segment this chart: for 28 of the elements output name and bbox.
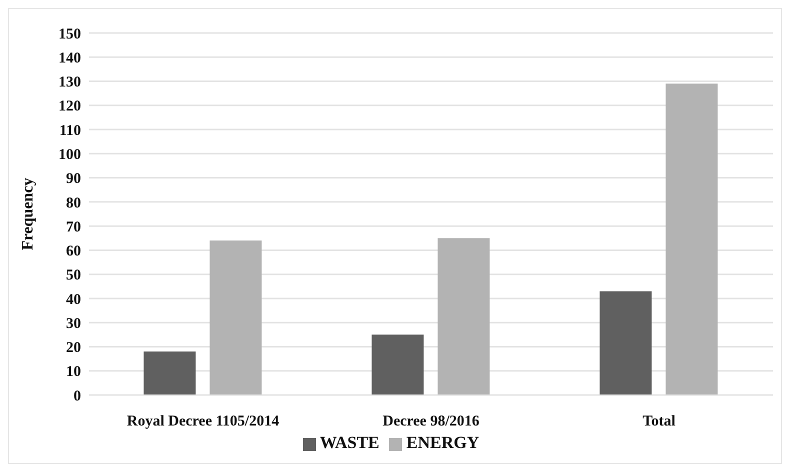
y-axis-title: Frequency [20, 178, 37, 250]
y-tick-label: 80 [66, 195, 81, 212]
y-tick-label: 100 [58, 146, 81, 163]
y-tick-label: 10 [66, 364, 81, 380]
y-tick-label: 140 [58, 50, 81, 66]
y-tick-label: 110 [59, 122, 81, 139]
y-tick-label: 150 [58, 26, 81, 42]
x-tick-label: Decree 98/2016 [382, 414, 480, 430]
y-tick-label: 30 [66, 316, 81, 332]
bar [372, 334, 424, 395]
bar [210, 240, 262, 395]
x-tick-label: Total [642, 414, 676, 430]
y-tick-label: 90 [66, 171, 81, 188]
bar [666, 84, 718, 395]
y-tick-label: 40 [66, 292, 81, 308]
y-tick-label: 60 [66, 244, 81, 260]
bar [144, 352, 196, 395]
y-tick-label: 20 [66, 340, 81, 356]
y-tick-label: 70 [66, 219, 81, 236]
bar [600, 291, 652, 395]
y-tick-label: 120 [58, 98, 81, 115]
y-tick-label: 50 [66, 268, 81, 284]
y-tick-label: 130 [58, 74, 81, 91]
y-tick-label: 0 [74, 388, 81, 404]
legend-label: WASTE [320, 433, 380, 452]
bar [438, 238, 490, 395]
x-tick-label: Royal Decree 1105/2014 [126, 414, 280, 430]
legend-label: ENERGY [406, 433, 480, 452]
